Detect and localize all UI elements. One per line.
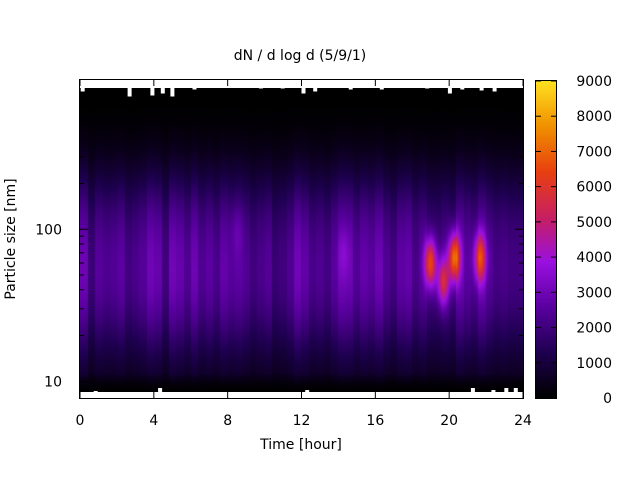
colorbar-tick-label: 5000 <box>576 215 612 231</box>
missing-data-speck <box>414 392 419 398</box>
missing-data-speck <box>480 394 485 398</box>
y-axis-label: Particle size [nm] <box>3 178 19 299</box>
heatmap-image <box>80 88 523 392</box>
y-axis: 10 100 <box>35 91 523 390</box>
colorbar-tick-label: 8000 <box>576 109 612 125</box>
missing-data-speck <box>305 390 310 398</box>
missing-data-speck <box>425 80 430 89</box>
missing-data-speck <box>280 80 285 89</box>
missing-data-speck <box>116 392 121 398</box>
missing-data-speck <box>349 395 354 398</box>
missing-data-speck <box>150 80 155 96</box>
colorbar-tick-label: 7000 <box>576 144 612 160</box>
x-tick-label: 20 <box>440 413 458 429</box>
x-axis: 0 4 8 12 16 20 24 <box>76 80 532 429</box>
missing-data-speck <box>192 80 197 90</box>
missing-data-speck <box>470 388 475 398</box>
colorbar: 0 1000 2000 3000 4000 5000 6000 7000 8000 9000 <box>535 74 612 407</box>
x-tick-label: 16 <box>366 413 384 429</box>
colorbar-ticks: 0 1000 2000 3000 4000 5000 6000 7000 8000 9000 <box>536 74 612 407</box>
missing-data-speck <box>447 80 452 94</box>
x-tick-label: 4 <box>149 413 158 429</box>
missing-data-speck <box>504 388 509 398</box>
colorbar-tick-label: 6000 <box>576 180 612 196</box>
missing-data-speck <box>313 80 318 92</box>
missing-data-speck <box>158 388 163 398</box>
missing-data-speck <box>258 80 263 89</box>
missing-data-top <box>80 80 497 97</box>
missing-data-speck <box>301 80 306 94</box>
colorbar-gradient <box>536 81 556 398</box>
heatmap-plot-area <box>80 80 523 398</box>
missing-data-speck <box>138 393 142 398</box>
missing-data-speck <box>513 388 518 398</box>
missing-data-speck <box>214 393 219 398</box>
colorbar-tick-label: 3000 <box>576 285 612 301</box>
colorbar-frame <box>535 80 557 399</box>
missing-data-speck <box>127 80 132 97</box>
colorbar-tick-label: 1000 <box>576 356 612 372</box>
missing-data-speck <box>80 80 85 92</box>
missing-data-speck <box>314 394 319 398</box>
plot-frame <box>79 79 524 399</box>
x-tick-label: 12 <box>293 413 311 429</box>
missing-data-speck <box>348 80 353 90</box>
x-tick-label: 8 <box>223 413 232 429</box>
missing-data-speck <box>460 80 465 90</box>
missing-data-speck <box>379 80 384 90</box>
colorbar-tick-label: 9000 <box>576 74 612 90</box>
x-axis-label: Time [hour] <box>259 437 342 453</box>
x-tick-label: 24 <box>514 413 532 429</box>
missing-data-speck <box>269 393 274 398</box>
missing-data-speck <box>402 394 407 398</box>
chart-title: dN / d log d (5/9/1) <box>234 48 367 64</box>
missing-data-speck <box>160 80 165 94</box>
missing-data-speck <box>492 80 497 92</box>
y-tick-label: 10 <box>44 374 62 390</box>
missing-data-speck <box>103 393 108 398</box>
missing-data-speck <box>479 80 484 91</box>
missing-data-speck <box>381 394 386 398</box>
missing-data-speck <box>294 393 299 398</box>
y-tick-label: 100 <box>35 222 62 238</box>
missing-data-speck <box>181 394 186 398</box>
x-tick-label: 0 <box>76 413 85 429</box>
colorbar-tick-label: 4000 <box>576 250 612 266</box>
missing-data-speck <box>415 80 420 88</box>
colorbar-tick-label: 0 <box>603 391 612 407</box>
missing-data-bottom <box>93 388 518 398</box>
missing-data-speck <box>491 390 496 398</box>
missing-data-speck <box>170 80 175 97</box>
missing-data-speck <box>93 391 98 398</box>
colorbar-tick-label: 2000 <box>576 321 612 337</box>
